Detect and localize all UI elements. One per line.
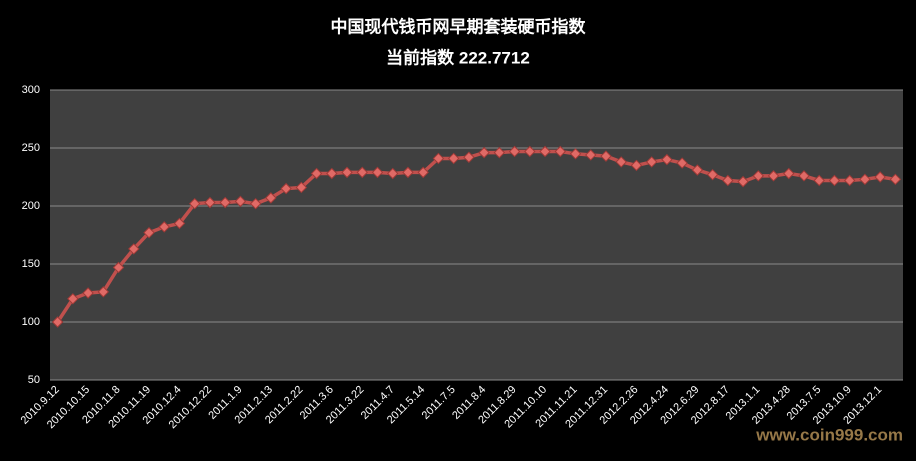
marker xyxy=(67,293,79,305)
chart-subtitle: 当前指数 222.7712 xyxy=(386,47,530,67)
marker xyxy=(585,149,597,161)
marker xyxy=(889,173,902,186)
plot-area xyxy=(50,90,903,380)
marker xyxy=(265,192,277,204)
marker xyxy=(737,175,749,188)
marker xyxy=(645,156,658,168)
marker xyxy=(188,197,201,210)
marker xyxy=(310,167,323,180)
marker xyxy=(356,166,368,179)
marker xyxy=(295,181,308,194)
y-tick-label: 100 xyxy=(22,316,40,328)
marker xyxy=(569,148,582,160)
marker xyxy=(676,157,688,169)
marker xyxy=(615,156,627,168)
marker xyxy=(112,261,125,274)
watermark: www.coin999.com xyxy=(755,425,903,444)
marker xyxy=(752,170,765,182)
marker xyxy=(249,197,262,210)
marker xyxy=(691,164,704,176)
marker xyxy=(402,166,414,179)
y-tick-label: 200 xyxy=(22,200,40,212)
marker xyxy=(143,226,155,239)
marker xyxy=(600,150,612,162)
marker xyxy=(478,146,490,159)
marker xyxy=(524,145,536,158)
marker xyxy=(417,166,429,179)
marker xyxy=(767,170,780,182)
marker xyxy=(51,316,64,328)
marker xyxy=(97,286,110,298)
marker xyxy=(828,174,841,187)
marker xyxy=(463,151,475,163)
marker xyxy=(843,174,856,187)
chart-title: 中国现代钱币网早期套装硬币指数 xyxy=(331,16,587,36)
y-tick-label: 300 xyxy=(22,84,40,96)
marker xyxy=(874,171,886,183)
marker xyxy=(722,174,734,187)
marker xyxy=(813,174,825,187)
marker xyxy=(158,221,170,233)
y-tick-label: 250 xyxy=(22,142,40,154)
marker xyxy=(128,243,140,255)
marker xyxy=(371,166,384,179)
marker xyxy=(661,153,673,166)
marker xyxy=(630,159,643,172)
marker xyxy=(706,168,719,181)
marker xyxy=(783,167,795,180)
marker xyxy=(859,173,871,186)
marker xyxy=(493,146,506,159)
marker xyxy=(280,182,292,195)
marker xyxy=(387,167,399,180)
marker xyxy=(234,195,247,208)
marker xyxy=(326,167,338,180)
marker xyxy=(173,217,186,230)
marker xyxy=(798,170,810,182)
marker xyxy=(82,287,94,299)
marker xyxy=(539,145,551,158)
marker xyxy=(219,196,231,209)
y-tick-label: 150 xyxy=(22,258,40,270)
marker xyxy=(447,152,460,165)
marker xyxy=(204,196,216,209)
marker xyxy=(554,145,566,158)
marker xyxy=(508,145,521,158)
marker xyxy=(432,152,445,165)
y-tick-label: 50 xyxy=(28,374,40,386)
marker xyxy=(341,166,353,179)
